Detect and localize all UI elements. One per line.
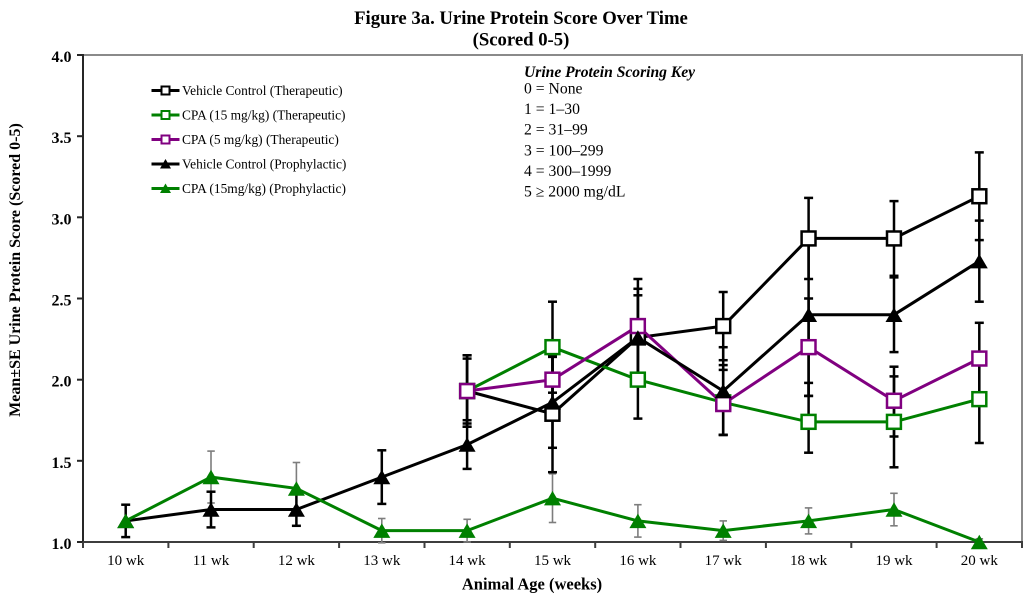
svg-text:1.0: 1.0 — [52, 536, 72, 553]
svg-text:2.5: 2.5 — [52, 293, 72, 310]
svg-text:1.5: 1.5 — [52, 455, 72, 472]
svg-text:2 = 31–99: 2 = 31–99 — [524, 122, 588, 139]
svg-text:Animal Age (weeks): Animal Age (weeks) — [462, 575, 602, 594]
svg-text:19 wk: 19 wk — [875, 553, 913, 569]
svg-text:Urine Protein Scoring Key: Urine Protein Scoring Key — [524, 64, 695, 81]
svg-text:CPA (5 mg/kg) (Therapeutic): CPA (5 mg/kg) (Therapeutic) — [182, 132, 339, 147]
svg-text:Vehicle Control (Therapeutic): Vehicle Control (Therapeutic) — [182, 83, 343, 98]
svg-text:5 ≥ 2000 mg/dL: 5 ≥ 2000 mg/dL — [524, 184, 625, 201]
svg-text:11 wk: 11 wk — [193, 553, 230, 569]
svg-text:0 = None: 0 = None — [524, 81, 583, 98]
svg-text:4.0: 4.0 — [52, 49, 72, 66]
svg-text:Mean±SE Urine Protein Score (S: Mean±SE Urine Protein Score (Scored 0-5) — [7, 123, 24, 417]
svg-text:17 wk: 17 wk — [705, 553, 743, 569]
svg-text:20 wk: 20 wk — [961, 553, 999, 569]
svg-text:Figure 3a. Urine Protein Score: Figure 3a. Urine Protein Score Over Time — [354, 8, 688, 29]
svg-text:CPA (15mg/kg) (Prophylactic): CPA (15mg/kg) (Prophylactic) — [182, 181, 346, 196]
svg-text:2.0: 2.0 — [52, 374, 72, 391]
svg-text:1 = 1–30: 1 = 1–30 — [524, 101, 580, 118]
svg-text:15 wk: 15 wk — [534, 553, 572, 569]
svg-text:12 wk: 12 wk — [278, 553, 316, 569]
svg-text:14 wk: 14 wk — [449, 553, 487, 569]
svg-text:3 = 100–299: 3 = 100–299 — [524, 142, 604, 159]
svg-text:(Scored 0-5): (Scored 0-5) — [473, 30, 570, 51]
svg-text:13 wk: 13 wk — [363, 553, 401, 569]
svg-text:3.0: 3.0 — [52, 211, 72, 228]
svg-text:CPA (15 mg/kg) (Therapeutic): CPA (15 mg/kg) (Therapeutic) — [182, 108, 346, 123]
svg-text:3.5: 3.5 — [52, 130, 72, 147]
svg-text:Vehicle Control (Prophylactic): Vehicle Control (Prophylactic) — [182, 157, 346, 172]
svg-text:10 wk: 10 wk — [107, 553, 145, 569]
svg-text:16 wk: 16 wk — [619, 553, 657, 569]
svg-text:18 wk: 18 wk — [790, 553, 828, 569]
svg-text:4 = 300–1999: 4 = 300–1999 — [524, 163, 611, 180]
